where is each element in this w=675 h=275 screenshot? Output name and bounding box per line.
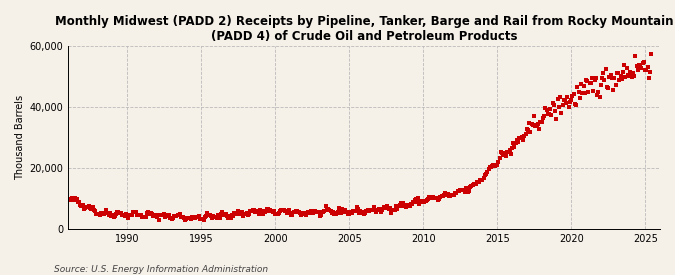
Text: Source: U.S. Energy Information Administration: Source: U.S. Energy Information Administ… (54, 265, 268, 274)
Y-axis label: Thousand Barrels: Thousand Barrels (15, 95, 25, 180)
Title: Monthly Midwest (PADD 2) Receipts by Pipeline, Tanker, Barge and Rail from Rocky: Monthly Midwest (PADD 2) Receipts by Pip… (55, 15, 673, 43)
